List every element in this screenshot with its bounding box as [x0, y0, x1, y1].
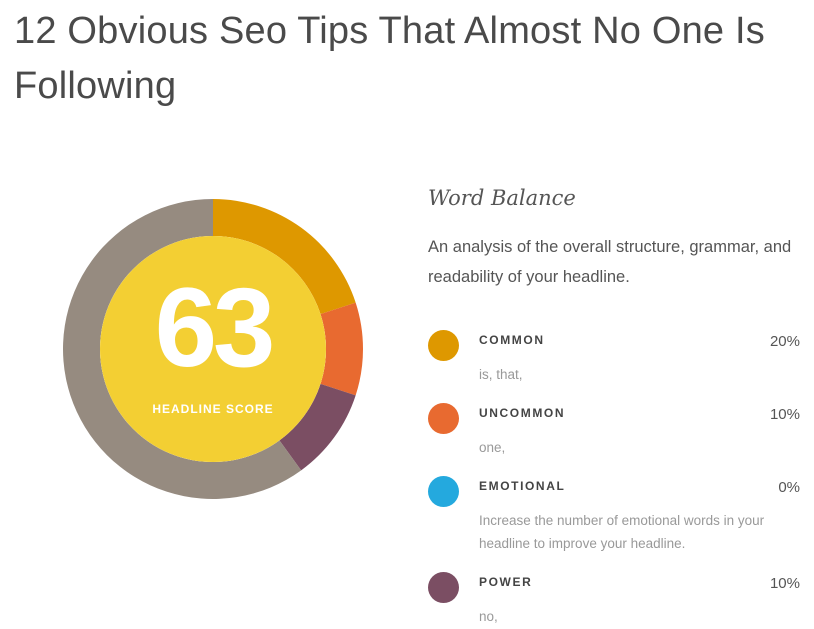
common-dot-icon [428, 330, 459, 361]
word-balance-title: Word Balance [428, 186, 576, 210]
item-name: EMOTIONAL [479, 479, 566, 493]
headline-score-label: HEADLINE SCORE [152, 402, 274, 416]
item-name: COMMON [479, 333, 545, 347]
item-name: POWER [479, 575, 533, 589]
headline-score-value: 63 [154, 265, 276, 390]
word-balance-description: An analysis of the overall structure, gr… [428, 238, 792, 286]
item-percent: 0% [778, 479, 800, 496]
item-name: UNCOMMON [479, 406, 566, 420]
item-percent: 10% [769, 406, 800, 423]
power-dot-icon [428, 572, 459, 603]
item-words: Increase the number of emotional words i… [479, 513, 765, 551]
donut-segment-remainder [63, 199, 302, 499]
headline-title: 12 Obvious Seo Tips That Almost No One I… [14, 10, 765, 107]
headline-score-circle: 63 HEADLINE SCORE [100, 236, 326, 462]
donut-segment-common [213, 199, 356, 315]
emotional-dot-icon [428, 476, 459, 507]
donut-segment-uncommon [320, 302, 363, 396]
item-percent: 10% [769, 575, 800, 592]
item-words: no, [479, 609, 498, 624]
item-percent: 20% [769, 333, 800, 350]
uncommon-dot-icon [428, 403, 459, 434]
donut-segment-power [279, 383, 356, 471]
item-words: is, that, [479, 367, 523, 382]
item-words: one, [479, 440, 506, 455]
